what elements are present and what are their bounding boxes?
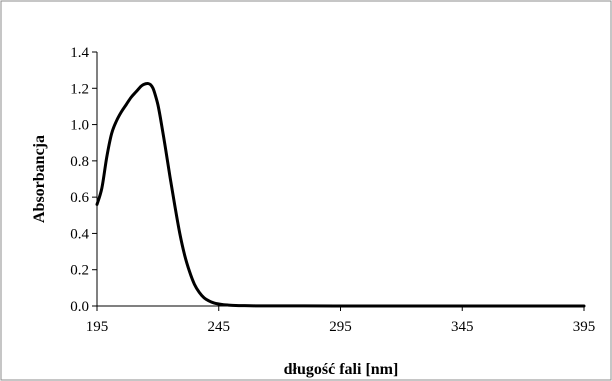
- y-tick-label: 0.6: [70, 190, 89, 206]
- y-ticks: 0.0 0.2 0.4 0.6 0.8 1.0 1.2 1.4: [70, 45, 97, 315]
- y-tick-label: 0.4: [70, 226, 89, 242]
- y-tick-label: 0.8: [70, 154, 89, 170]
- y-tick-label: 0.0: [70, 299, 89, 315]
- y-tick-label: 1.2: [70, 81, 89, 97]
- x-tick-label: 345: [451, 319, 474, 335]
- x-tick-label: 245: [208, 319, 231, 335]
- x-tick-label: 295: [329, 319, 352, 335]
- absorbance-curve: [95, 82, 586, 308]
- x-tick-label: 195: [86, 319, 109, 335]
- y-tick-label: 1.0: [70, 118, 89, 134]
- y-tick-label: 1.4: [70, 45, 89, 61]
- y-axis-title: Absorbancja: [31, 135, 48, 223]
- y-tick-label: 0.2: [70, 263, 89, 279]
- x-tick-label: 395: [573, 319, 596, 335]
- x-ticks: 195 245 295 345 395: [86, 306, 596, 335]
- x-axis-title: długość fali [nm]: [284, 361, 399, 378]
